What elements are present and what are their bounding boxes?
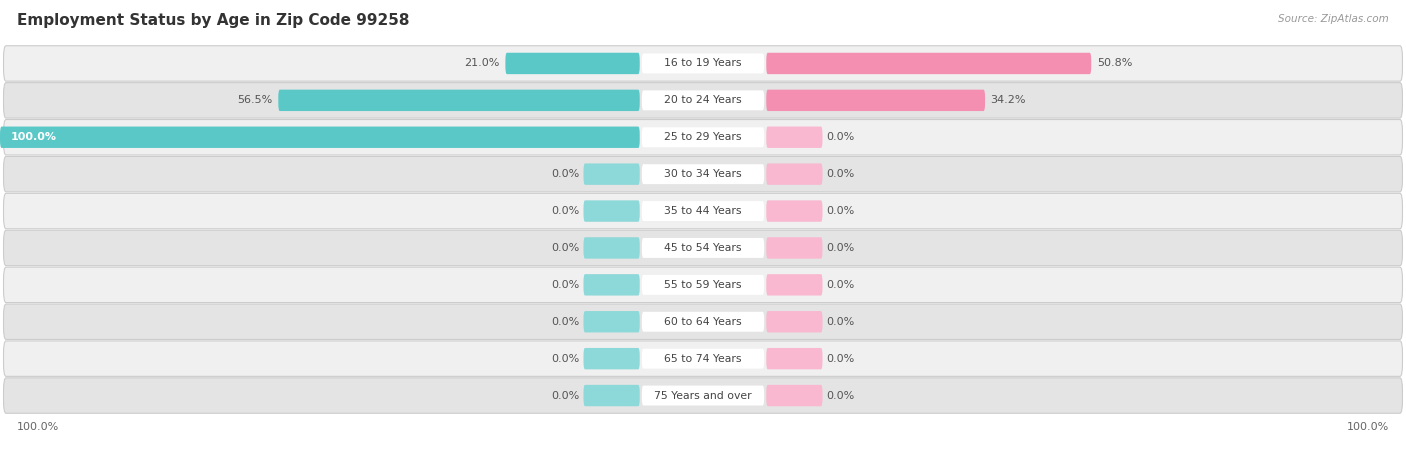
FancyBboxPatch shape: [643, 164, 765, 184]
Text: 0.0%: 0.0%: [551, 206, 581, 216]
Text: 50.8%: 50.8%: [1097, 58, 1132, 68]
FancyBboxPatch shape: [278, 90, 640, 111]
Text: 20 to 24 Years: 20 to 24 Years: [664, 95, 742, 105]
Text: 0.0%: 0.0%: [827, 169, 855, 179]
FancyBboxPatch shape: [583, 163, 640, 185]
FancyBboxPatch shape: [766, 163, 823, 185]
FancyBboxPatch shape: [0, 126, 640, 148]
FancyBboxPatch shape: [3, 230, 1403, 266]
FancyBboxPatch shape: [643, 349, 765, 369]
Text: 65 to 74 Years: 65 to 74 Years: [664, 354, 742, 364]
Text: 0.0%: 0.0%: [551, 317, 581, 327]
FancyBboxPatch shape: [643, 275, 765, 295]
Text: 60 to 64 Years: 60 to 64 Years: [664, 317, 742, 327]
FancyBboxPatch shape: [766, 274, 823, 296]
Text: 100.0%: 100.0%: [17, 422, 59, 432]
FancyBboxPatch shape: [583, 311, 640, 333]
Text: 25 to 29 Years: 25 to 29 Years: [664, 132, 742, 142]
FancyBboxPatch shape: [3, 83, 1403, 118]
FancyBboxPatch shape: [643, 127, 765, 147]
FancyBboxPatch shape: [583, 385, 640, 406]
Text: 0.0%: 0.0%: [827, 317, 855, 327]
Text: 0.0%: 0.0%: [827, 243, 855, 253]
Text: Employment Status by Age in Zip Code 99258: Employment Status by Age in Zip Code 992…: [17, 14, 409, 28]
FancyBboxPatch shape: [3, 194, 1403, 229]
FancyBboxPatch shape: [766, 311, 823, 333]
FancyBboxPatch shape: [3, 46, 1403, 81]
Text: 0.0%: 0.0%: [551, 354, 581, 364]
FancyBboxPatch shape: [766, 90, 986, 111]
Text: 100.0%: 100.0%: [10, 132, 56, 142]
FancyBboxPatch shape: [3, 378, 1403, 413]
Text: 55 to 59 Years: 55 to 59 Years: [664, 280, 742, 290]
FancyBboxPatch shape: [766, 237, 823, 259]
Text: 100.0%: 100.0%: [1347, 422, 1389, 432]
Text: 34.2%: 34.2%: [991, 95, 1026, 105]
FancyBboxPatch shape: [766, 348, 823, 369]
FancyBboxPatch shape: [505, 53, 640, 74]
FancyBboxPatch shape: [643, 90, 765, 110]
Text: 56.5%: 56.5%: [238, 95, 273, 105]
FancyBboxPatch shape: [3, 120, 1403, 155]
Text: Source: ZipAtlas.com: Source: ZipAtlas.com: [1278, 14, 1389, 23]
Text: 0.0%: 0.0%: [827, 391, 855, 401]
FancyBboxPatch shape: [583, 274, 640, 296]
Text: 0.0%: 0.0%: [551, 280, 581, 290]
Text: 0.0%: 0.0%: [827, 206, 855, 216]
Text: 0.0%: 0.0%: [551, 169, 581, 179]
Text: 0.0%: 0.0%: [827, 354, 855, 364]
FancyBboxPatch shape: [643, 201, 765, 221]
FancyBboxPatch shape: [583, 237, 640, 259]
Text: 75 Years and over: 75 Years and over: [654, 391, 752, 401]
Text: 35 to 44 Years: 35 to 44 Years: [664, 206, 742, 216]
Text: 0.0%: 0.0%: [827, 132, 855, 142]
FancyBboxPatch shape: [583, 200, 640, 222]
FancyBboxPatch shape: [3, 157, 1403, 192]
FancyBboxPatch shape: [583, 348, 640, 369]
Text: 0.0%: 0.0%: [827, 280, 855, 290]
FancyBboxPatch shape: [643, 238, 765, 258]
Text: 0.0%: 0.0%: [551, 243, 581, 253]
Text: 45 to 54 Years: 45 to 54 Years: [664, 243, 742, 253]
Text: 30 to 34 Years: 30 to 34 Years: [664, 169, 742, 179]
FancyBboxPatch shape: [3, 341, 1403, 376]
FancyBboxPatch shape: [643, 386, 765, 405]
FancyBboxPatch shape: [766, 385, 823, 406]
FancyBboxPatch shape: [766, 126, 823, 148]
FancyBboxPatch shape: [643, 312, 765, 332]
FancyBboxPatch shape: [766, 200, 823, 222]
Text: 16 to 19 Years: 16 to 19 Years: [664, 58, 742, 68]
FancyBboxPatch shape: [3, 267, 1403, 302]
FancyBboxPatch shape: [766, 53, 1091, 74]
FancyBboxPatch shape: [3, 304, 1403, 339]
Text: 0.0%: 0.0%: [551, 391, 581, 401]
Text: 21.0%: 21.0%: [464, 58, 499, 68]
FancyBboxPatch shape: [643, 54, 765, 73]
